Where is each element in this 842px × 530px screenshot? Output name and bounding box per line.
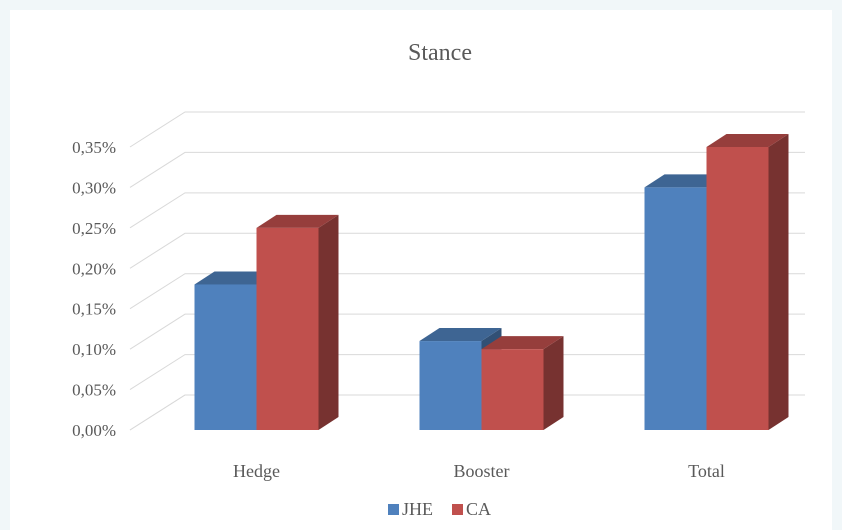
bar-top <box>256 214 339 228</box>
gridline <box>129 232 805 269</box>
bar-top <box>706 134 789 147</box>
gridline <box>129 354 805 390</box>
bar-side <box>318 214 339 430</box>
x-category-label: Total <box>688 461 725 481</box>
bar-front <box>419 341 482 430</box>
bar-side <box>543 336 564 430</box>
bar-top <box>481 336 564 350</box>
y-tick-label: 0,20% <box>72 259 116 278</box>
gridline <box>129 313 805 350</box>
y-axis-ticks: 0,00% 0,05% 0,10% 0,15% 0,20% 0,25% 0,30% 0,35% <box>72 138 116 440</box>
x-category-label: Booster <box>454 461 510 481</box>
x-axis-categories: Hedge Booster Total <box>233 461 725 481</box>
bar-top <box>194 271 277 285</box>
legend-label-jhe: JHE <box>402 499 433 519</box>
bars <box>194 134 789 430</box>
legend-label-ca: CA <box>466 499 491 519</box>
bar-top <box>419 328 502 342</box>
legend-swatch-ca <box>452 504 463 515</box>
legend: JHE CA <box>388 499 491 519</box>
gridline <box>129 151 805 188</box>
gridline <box>129 394 805 431</box>
bar-ca-hedge <box>256 214 339 430</box>
bar-side <box>768 134 789 430</box>
y-tick-label: 0,35% <box>72 138 116 157</box>
y-tick-label: 0,10% <box>72 340 116 359</box>
chart-title: Stance <box>408 40 472 66</box>
bar-front <box>194 284 257 430</box>
bar-front <box>256 227 319 430</box>
bar-front <box>481 349 544 430</box>
y-tick-label: 0,30% <box>72 178 116 197</box>
bar-front <box>706 147 769 430</box>
bar-ca-booster <box>481 336 564 430</box>
gridline <box>129 192 805 229</box>
y-tick-label: 0,15% <box>72 300 116 319</box>
y-tick-label: 0,25% <box>72 219 116 238</box>
y-tick-label: 0,00% <box>72 421 116 440</box>
bar-top <box>644 174 727 188</box>
bar-front <box>644 187 707 430</box>
gridline <box>129 273 805 310</box>
chart-area: Stance 0,00% 0,05% 0,10% 0,15% 0,20% 0,25% 0,3… <box>10 10 832 530</box>
legend-swatch-jhe <box>388 504 399 515</box>
bar-chart: Stance 0,00% 0,05% 0,10% 0,15% 0,20% 0,25% 0,3… <box>72 40 805 519</box>
y-tick-label: 0,05% <box>72 381 116 400</box>
gridline <box>129 111 805 148</box>
gridlines <box>129 111 805 431</box>
x-category-label: Hedge <box>233 461 280 481</box>
bar-ca-total <box>706 134 789 430</box>
